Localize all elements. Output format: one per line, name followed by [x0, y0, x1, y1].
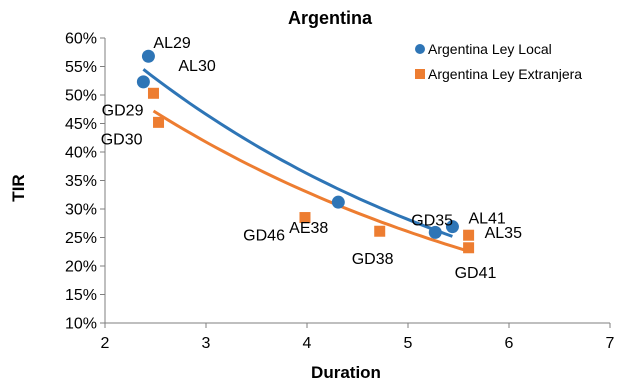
x-tick-label: 7: [606, 335, 615, 352]
trendline-series-2: [152, 109, 470, 253]
point-label-ae38: AE38: [289, 220, 328, 237]
data-point-al35: [463, 229, 475, 241]
data-point-gd35: [428, 225, 442, 239]
point-label-gd41: GD41: [455, 265, 497, 282]
point-label-gd35: GD35: [411, 212, 453, 229]
point-label-al41: AL41: [468, 211, 505, 228]
y-tick-label: 40%: [65, 145, 97, 162]
x-tick-label: 2: [101, 335, 110, 352]
x-tick-label: 3: [202, 335, 211, 352]
data-point-al29: [141, 49, 155, 63]
plot-area: 10% 15% 20% 25% 30% 35% 40% 45% 50% 55% 60% 2 3 4 5 6 7…: [65, 31, 615, 353]
y-axis-ticks: 10% 15% 20% 25% 30% 35% 40% 45% 50% 55% 60%: [65, 31, 105, 333]
legend-marker-circle: [415, 44, 425, 54]
y-axis-title: TIR: [9, 174, 28, 201]
y-tick-label: 30%: [65, 202, 97, 219]
y-tick-label: 60%: [65, 31, 97, 48]
trendlines: [142, 68, 470, 253]
data-point-gd46: [299, 212, 311, 224]
x-axis-title: Duration: [311, 363, 381, 382]
data-point-gd29: [147, 87, 159, 99]
data-point-al30: [136, 75, 150, 89]
data-points: [136, 49, 475, 254]
point-label-gd38: GD38: [352, 251, 394, 268]
data-point-al41: [445, 220, 459, 234]
data-point-gd41: [463, 242, 475, 254]
y-tick-label: 45%: [65, 116, 97, 133]
point-labels: AL29 AL30 AE38 GD35 AL41 GD29 GD30 GD46 GD38 AL35…: [101, 35, 522, 282]
data-point-gd38: [374, 225, 386, 237]
chart-title: Argentina: [288, 8, 373, 28]
data-point-ae38: [331, 195, 345, 209]
point-label-al30: AL30: [178, 58, 215, 75]
legend-label: Argentina Ley Local: [428, 41, 552, 57]
legend-item-2: Argentina Ley Extranjera: [415, 66, 582, 82]
legend-marker-square: [415, 69, 425, 79]
x-axis-ticks: 2 3 4 5 6 7: [101, 323, 615, 352]
y-tick-label: 15%: [65, 287, 97, 304]
point-label-gd30: GD30: [101, 131, 143, 148]
y-tick-label: 10%: [65, 316, 97, 333]
point-label-al29: AL29: [153, 35, 190, 52]
point-label-al35: AL35: [485, 225, 522, 242]
y-tick-label: 55%: [65, 59, 97, 76]
trendline-series-1: [142, 68, 453, 238]
legend: Argentina Ley Local Argentina Ley Extranj…: [415, 41, 582, 82]
y-tick-label: 35%: [65, 173, 97, 190]
data-point-gd30: [153, 116, 165, 128]
x-tick-label: 6: [505, 335, 514, 352]
y-tick-label: 25%: [65, 230, 97, 247]
point-label-gd46: GD46: [243, 228, 285, 245]
y-tick-label: 50%: [65, 88, 97, 105]
legend-label: Argentina Ley Extranjera: [428, 66, 582, 82]
legend-item-1: Argentina Ley Local: [415, 41, 552, 57]
x-tick-label: 4: [303, 335, 312, 352]
point-label-gd29: GD29: [102, 102, 144, 119]
y-tick-label: 20%: [65, 259, 97, 276]
x-tick-label: 5: [404, 335, 413, 352]
